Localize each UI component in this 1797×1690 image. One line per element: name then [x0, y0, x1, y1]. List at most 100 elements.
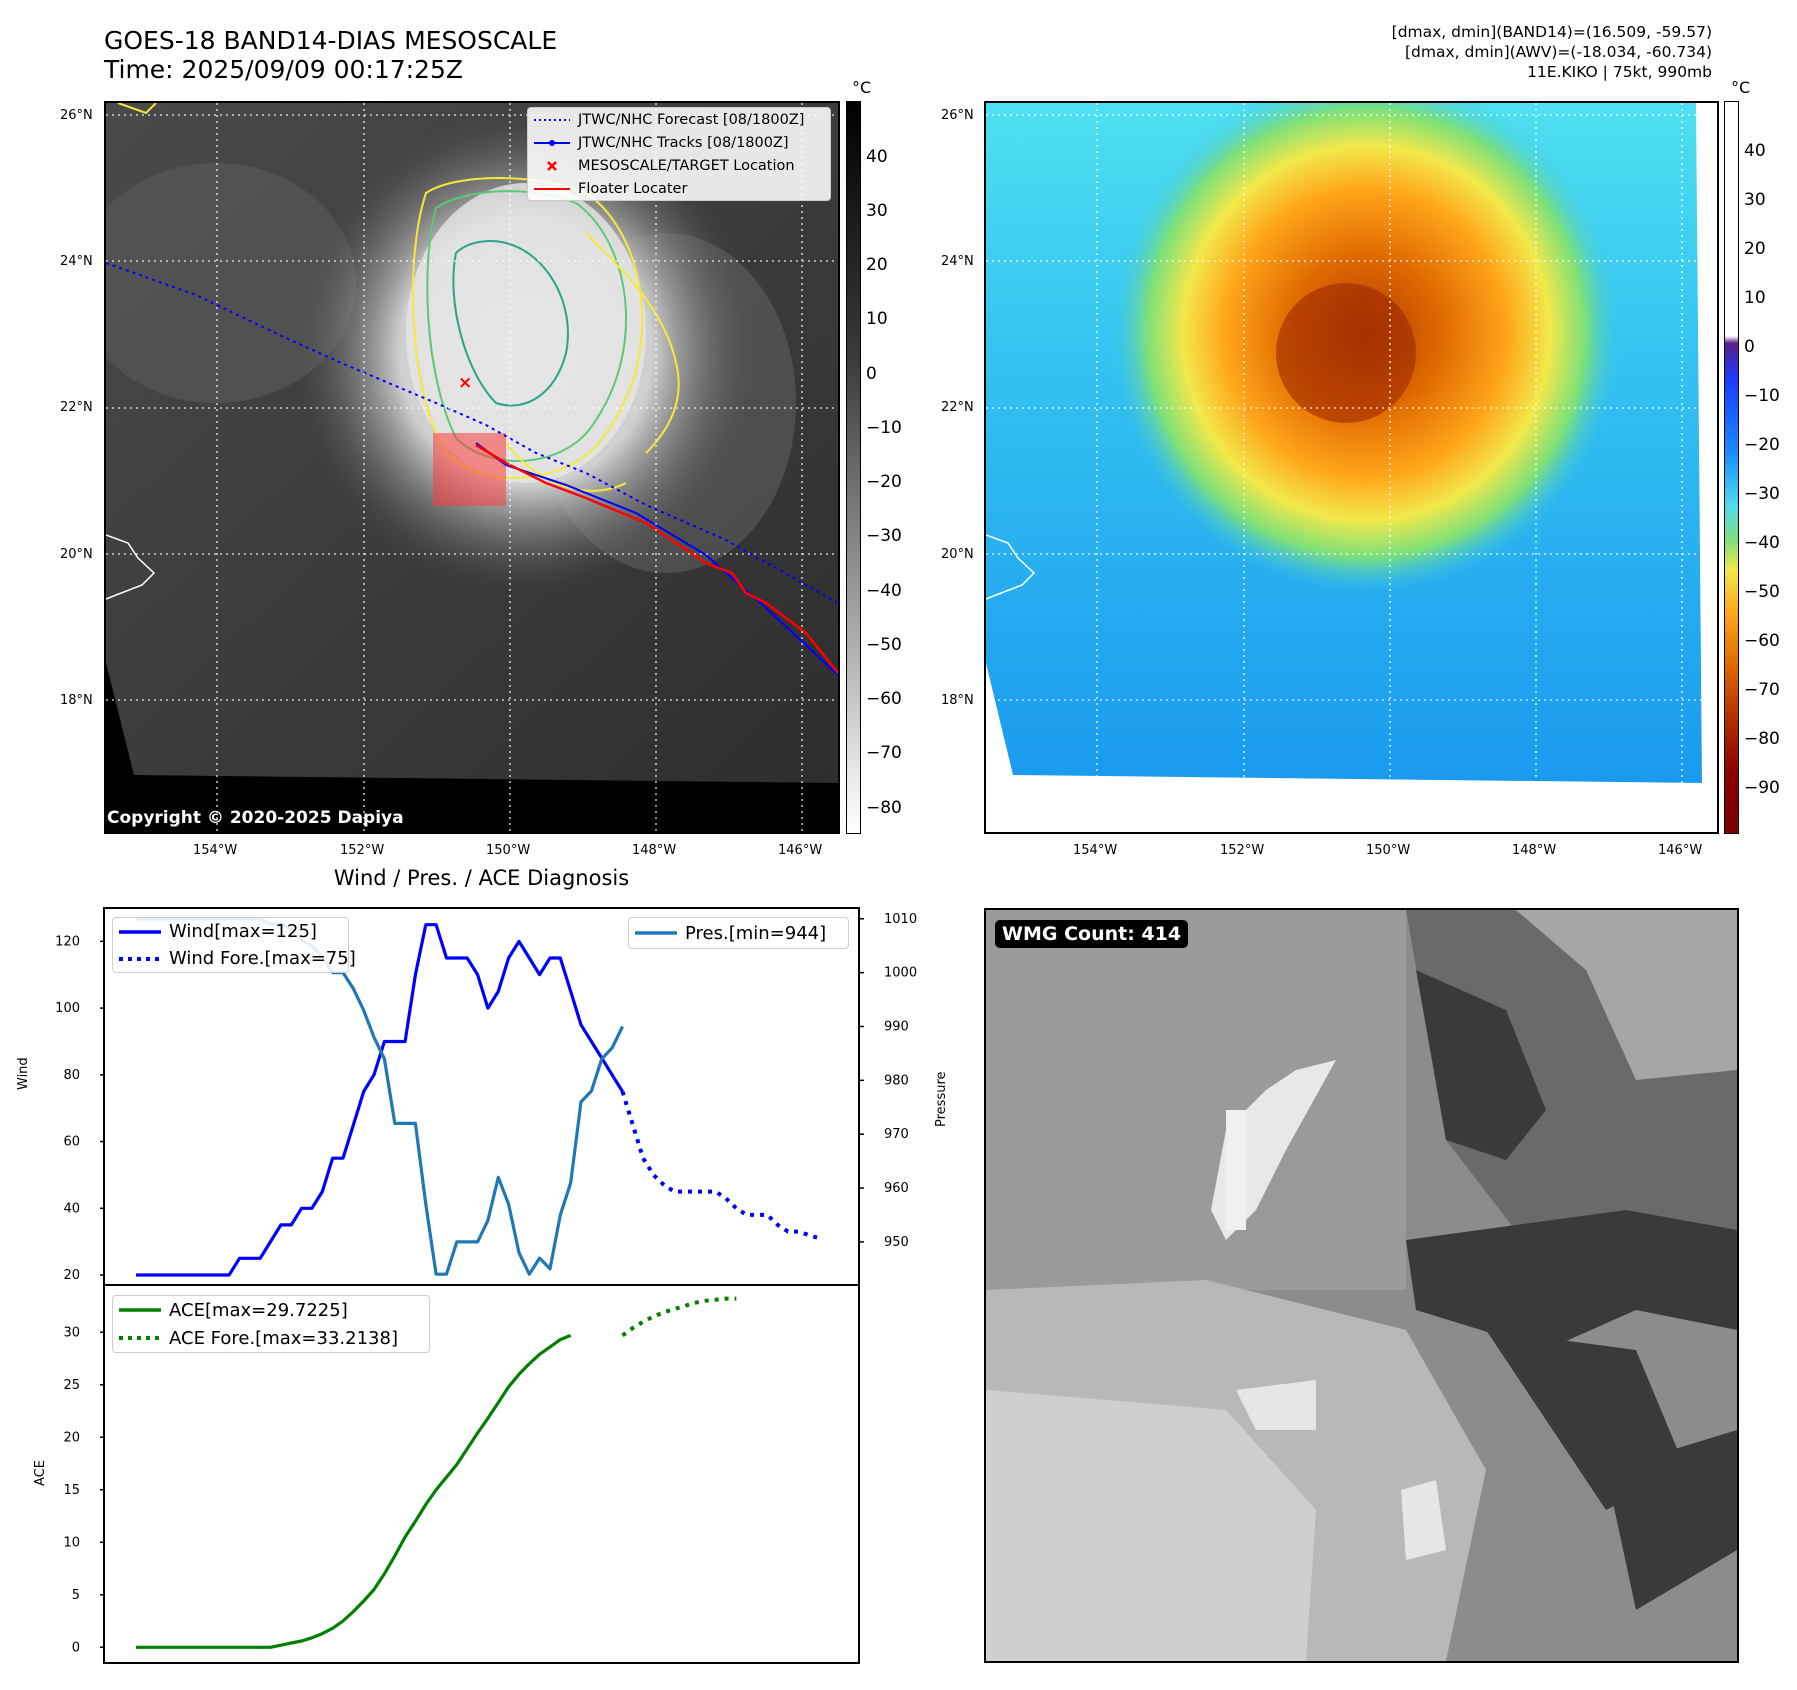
- colorbar-right-ticks: 40 30 20 10 0 −10 −20 −30 −40 −50 −60 −7…: [1744, 101, 1794, 834]
- legend-target-label: MESOSCALE/TARGET Location: [578, 157, 795, 174]
- lat-label: 20°N: [941, 547, 974, 562]
- colorbar-tick: 30: [866, 201, 888, 221]
- colorbar-tick: −50: [866, 635, 902, 655]
- info-band14: [dmax, dmin](BAND14)=(16.509, -59.57): [1391, 23, 1712, 41]
- lon-label: 154°W: [193, 843, 238, 858]
- blue-line-dot-icon: [534, 139, 570, 146]
- wind-tick-label: 40: [63, 1201, 80, 1216]
- lat-label: 24°N: [60, 254, 93, 269]
- pressure-tick-label: 950: [884, 1235, 909, 1250]
- legend-floater-label: Floater Locater: [578, 180, 688, 197]
- lon-label: 150°W: [486, 843, 531, 858]
- lon-label: 146°W: [1658, 843, 1703, 858]
- legend-ace-fore-label: ACE Fore.[max=33.2138]: [169, 1327, 398, 1349]
- colorbar-tick: 40: [1744, 141, 1766, 161]
- lon-label: 148°W: [1512, 843, 1557, 858]
- map-legend: JTWC/NHC Forecast [08/1800Z] JTWC/NHC Tr…: [527, 107, 831, 201]
- pressure-tick-label: 1000: [884, 966, 917, 981]
- copyright-text: Copyright © 2020-2025 Dapiya: [107, 808, 404, 828]
- dotted-green-line-icon: [119, 1336, 161, 1340]
- legend-ace-label: ACE[max=29.7225]: [169, 1299, 348, 1321]
- series-line-ace-dotted-4: [621, 1296, 737, 1338]
- colorbar-tick: −10: [866, 418, 902, 438]
- colorbar-awv: [1724, 101, 1739, 834]
- wind-tick-label: 100: [55, 1001, 80, 1016]
- colorbar-unit: °C: [1731, 78, 1751, 97]
- legend-pressure-label: Pres.[min=944]: [685, 922, 827, 944]
- lon-label: 150°W: [1366, 843, 1411, 858]
- colorbar-grayscale: [846, 101, 861, 834]
- legend-ace-fore: ACE Fore.[max=33.2138]: [113, 1324, 429, 1352]
- legend-wind-fore: Wind Fore.[max=75]: [113, 945, 356, 972]
- wind-tick-label: 120: [55, 934, 80, 949]
- colorbar-tick: 10: [1744, 288, 1766, 308]
- title-time: Time: 2025/09/09 00:17:25Z: [104, 55, 463, 84]
- legend-wind-label: Wind[max=125]: [169, 921, 317, 942]
- lat-label: 26°N: [941, 108, 974, 123]
- legend-pressure: Pres.[min=944]: [629, 918, 848, 948]
- lat-label: 26°N: [60, 108, 93, 123]
- lon-label: 152°W: [340, 843, 385, 858]
- legend-tracks: JTWC/NHC Tracks [08/1800Z]: [528, 131, 830, 154]
- colorbar-tick: 30: [1744, 190, 1766, 210]
- colorbar-tick: 40: [866, 147, 888, 167]
- pressure-tick-label: 990: [884, 1019, 909, 1034]
- red-line-icon: [534, 187, 570, 190]
- ace-tick-label: 10: [63, 1535, 80, 1550]
- lat-label: 18°N: [60, 693, 93, 708]
- dotted-blue-line-icon: [534, 118, 570, 121]
- colorbar-tick: −60: [1744, 631, 1780, 651]
- ace-tick-label: 15: [63, 1483, 80, 1498]
- legend-forecast-label: JTWC/NHC Forecast [08/1800Z]: [578, 111, 805, 128]
- pressure-tick-label: 1010: [884, 912, 917, 927]
- ace-tick-label: 20: [63, 1430, 80, 1445]
- colorbar-tick: 10: [866, 309, 888, 329]
- colorbar-tick: −80: [866, 798, 902, 818]
- colorbar-tick: −50: [1744, 582, 1780, 602]
- pressure-tick-label: 960: [884, 1181, 909, 1196]
- colorbar-tick: −40: [866, 581, 902, 601]
- colorbar-tick: 20: [1744, 239, 1766, 259]
- svg-text:×: ×: [458, 373, 472, 393]
- colorbar-tick: −70: [1744, 680, 1780, 700]
- ir-map-panel: ×: [104, 101, 840, 834]
- colorbar-tick: 20: [866, 255, 888, 275]
- legend-tracks-label: JTWC/NHC Tracks [08/1800Z]: [578, 134, 789, 151]
- legend-wind: Wind[max=125]: [113, 918, 348, 945]
- legend-wind-fore-label: Wind Fore.[max=75]: [169, 948, 356, 969]
- ace-tick-label: 0: [72, 1640, 80, 1655]
- pressure-tick-label: 980: [884, 1073, 909, 1088]
- awv-map-image: [986, 103, 1717, 832]
- series-line-ace-solid-3: [136, 1333, 572, 1649]
- colorbar-tick: −60: [866, 689, 902, 709]
- lon-label: 154°W: [1073, 843, 1118, 858]
- ace-axis-label: ACE: [33, 1460, 48, 1486]
- ace-axes-frame: [103, 1284, 860, 1664]
- colorbar-tick: −10: [1744, 386, 1780, 406]
- legend-floater: Floater Locater: [528, 177, 830, 200]
- colorbar-unit: °C: [852, 78, 872, 97]
- solid-blue-line-icon: [119, 929, 161, 934]
- dotted-blue-line-icon: [119, 956, 161, 961]
- ace-tick-label: 30: [63, 1325, 80, 1340]
- colorbar-tick: 0: [866, 364, 877, 384]
- wind-legend: Wind[max=125] Wind Fore.[max=75]: [112, 917, 356, 973]
- lat-label: 22°N: [941, 400, 974, 415]
- colorbar-tick: −90: [1744, 778, 1780, 798]
- colorbar-tick: −30: [1744, 484, 1780, 504]
- awv-map-panel: [984, 101, 1719, 834]
- wind-axis-label: Wind: [16, 1057, 31, 1090]
- colorbar-tick: −20: [1744, 435, 1780, 455]
- colorbar-tick: 0: [1744, 337, 1755, 357]
- legend-target: MESOSCALE/TARGET Location: [528, 154, 830, 177]
- legend-ace: ACE[max=29.7225]: [113, 1296, 429, 1324]
- wind-tick-label: 80: [63, 1068, 80, 1083]
- wmg-image: [986, 910, 1737, 1661]
- colorbar-tick: −30: [866, 526, 902, 546]
- lon-label: 152°W: [1220, 843, 1265, 858]
- title-product: GOES-18 BAND14-DIAS MESOSCALE: [104, 26, 558, 55]
- colorbar-tick: −70: [866, 743, 902, 763]
- lon-label: 148°W: [632, 843, 677, 858]
- ace-tick-label: 25: [63, 1378, 80, 1393]
- wmg-count-badge: WMG Count: 414: [995, 920, 1189, 948]
